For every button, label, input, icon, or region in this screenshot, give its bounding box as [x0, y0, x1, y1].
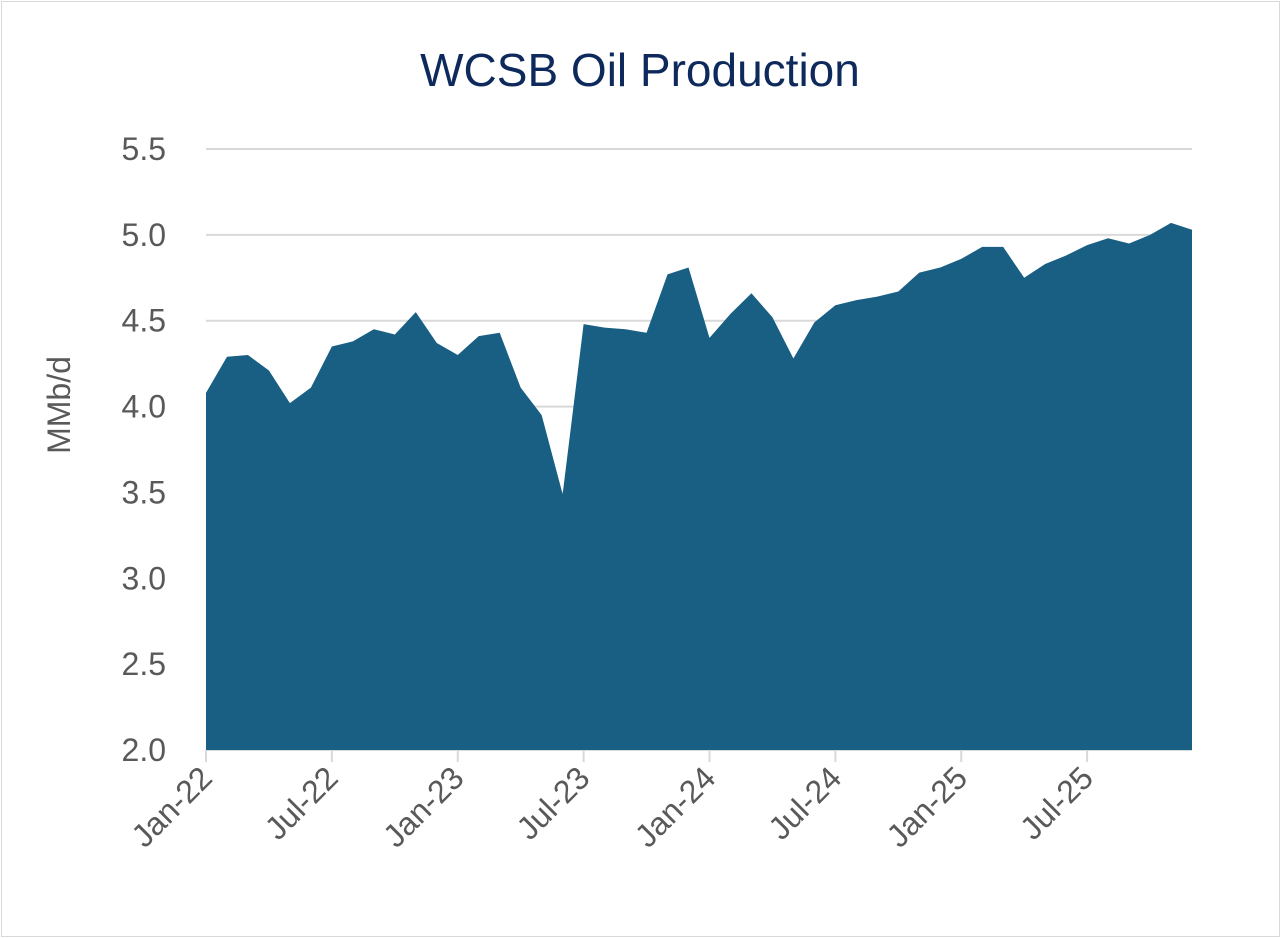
x-tick-label: Jul-24: [761, 759, 848, 846]
y-tick-label: 4.0: [122, 389, 166, 425]
chart-title: WCSB Oil Production: [420, 44, 860, 96]
y-axis-ticks: 2.0 2.5 3.0 3.5 4.0 4.5 5.0 5.5: [122, 131, 166, 768]
x-tick-label: Jan-25: [880, 759, 975, 854]
y-tick-label: 3.5: [122, 474, 166, 510]
x-tick-label: Jul-23: [509, 759, 596, 846]
x-tick-label: Jan-23: [376, 759, 471, 854]
area-series: [206, 222, 1192, 751]
y-tick-label: 2.5: [122, 646, 166, 682]
y-axis-label: MMb/d: [41, 356, 77, 454]
x-tick-label: Jan-24: [628, 759, 723, 854]
y-tick-label: 3.0: [122, 560, 166, 596]
x-tick-label: Jul-25: [1013, 759, 1100, 846]
x-axis-ticks: Jan-22 Jul-22 Jan-23 Jul-23 Jan-24 Jul-24 Jan-…: [124, 750, 1100, 854]
x-tick-label: Jul-22: [258, 759, 345, 846]
y-tick-label: 2.0: [122, 732, 166, 768]
x-tick-label: Jan-22: [124, 759, 219, 854]
y-tick-label: 4.5: [122, 303, 166, 339]
y-tick-label: 5.5: [122, 131, 166, 167]
y-tick-label: 5.0: [122, 217, 166, 253]
